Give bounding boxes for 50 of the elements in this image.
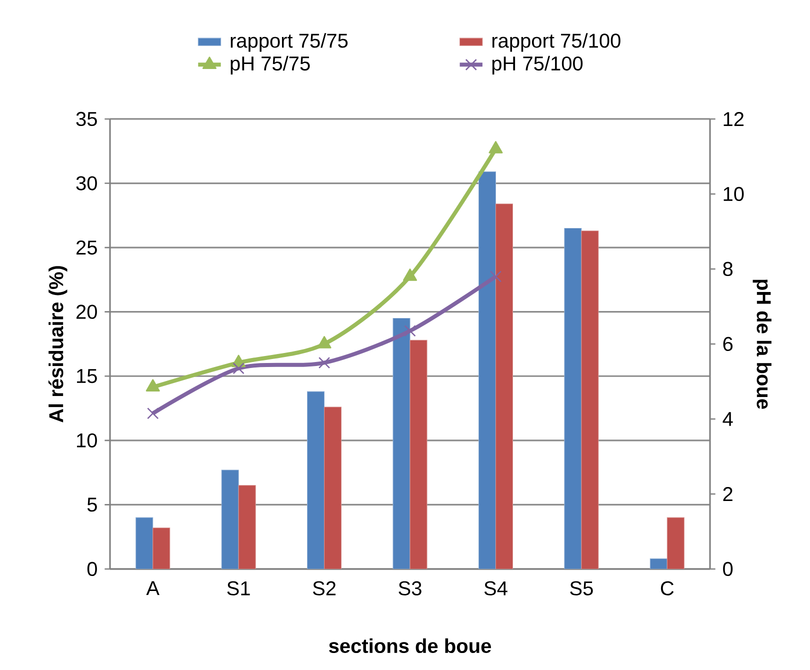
x-tick-label: S2 [312,581,336,596]
x-tick-label: S1 [227,581,250,596]
y-tick-label: 35 [76,112,97,126]
x-tick-label: S5 [570,581,593,596]
y2-tick-label: 12 [724,112,744,126]
legend-label: pH 75/100 [492,56,583,75]
point [147,408,159,420]
y2-tick-label: 10 [724,186,744,202]
y-axis-title: Al résiduaire (%) [48,266,68,422]
point [490,270,502,282]
y-tick-label: 15 [77,369,97,384]
bar [564,228,582,569]
point [318,356,330,369]
x-tick-label: C [660,581,674,596]
bar [666,517,684,569]
y2-tick-label: 8 [723,262,733,276]
x-axis-title: sections de boue [329,638,491,654]
y-tick-label: 25 [76,240,97,255]
y2-tick-label: 2 [723,487,732,501]
bar [495,204,513,569]
bar [152,528,170,569]
y-tick-label: 20 [76,304,97,319]
legend-label: rapport 75/75 [230,33,348,52]
bar [650,558,668,569]
bar [307,391,325,569]
x-tick-label: A [146,581,160,596]
y-tick-label: 0 [87,562,97,576]
bar [581,230,599,569]
x-tick-label: S3 [398,581,422,596]
bar [410,340,428,569]
y-tick-label: 5 [87,498,97,512]
point [404,325,416,337]
point [488,140,503,154]
bar [221,470,239,569]
y2-axis-title: pH de la boue [752,280,772,409]
y-tick-label: 30 [76,176,97,190]
bar [478,171,496,569]
y2-tick-label: 4 [722,412,733,426]
y2-tick-label: 0 [723,562,733,576]
bar [238,485,256,569]
x-tick-label: S4 [484,581,508,596]
point [402,268,418,281]
bar [324,406,342,569]
point [232,362,244,374]
legend-label: pH 75/75 [230,56,310,75]
y2-tick-label: 6 [723,336,733,352]
legend-label: rapport 75/100 [492,33,620,52]
bar [136,517,154,569]
y-tick-label: 10 [77,433,97,448]
bar [392,318,410,569]
